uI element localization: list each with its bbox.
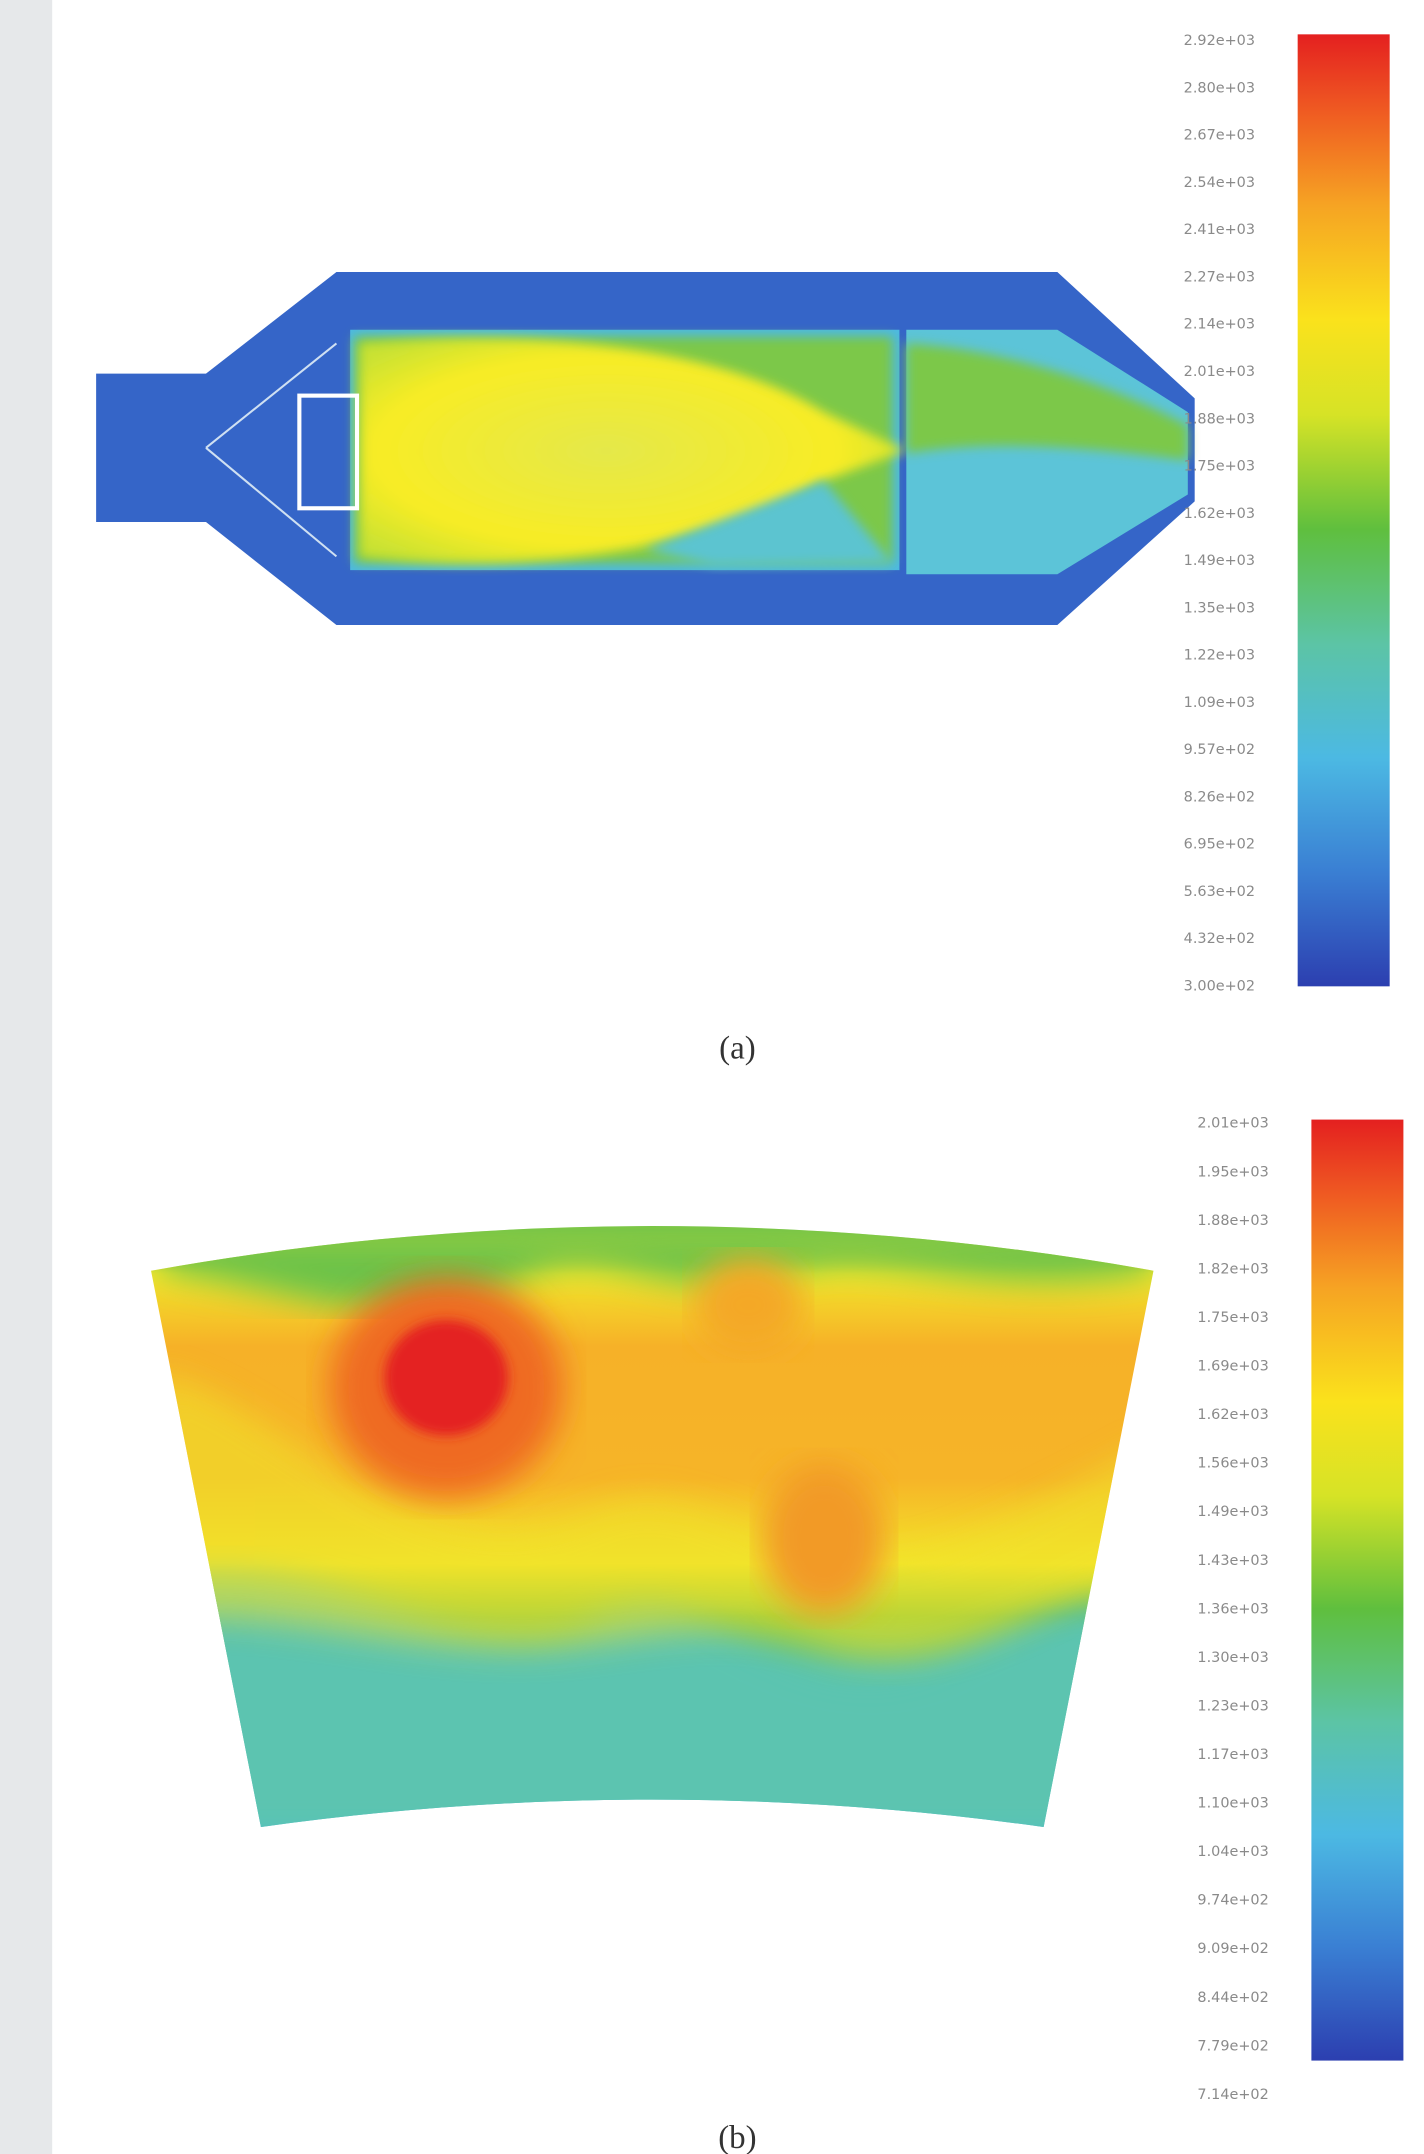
colorbar-label: 1.30e+03: [1197, 1650, 1268, 1666]
colorbar-label: 1.49e+03: [1184, 553, 1255, 569]
colorbar-label: 1.17e+03: [1197, 1747, 1268, 1763]
colorbar-label: 7.79e+02: [1197, 2038, 1268, 2054]
colorbar-label: 1.10e+03: [1197, 1796, 1268, 1812]
colorbar-label: 5.63e+02: [1184, 884, 1255, 900]
colorbar-label: 3.00e+02: [1184, 978, 1255, 994]
caption: (a): [719, 1030, 756, 1066]
colorbar-label: 9.74e+02: [1197, 1893, 1268, 1909]
colorbar-label: 9.57e+02: [1184, 742, 1255, 758]
colorbar-label: 1.82e+03: [1197, 1261, 1268, 1277]
colorbar-label: 1.56e+03: [1197, 1456, 1268, 1472]
colorbar-label: 1.09e+03: [1184, 695, 1255, 711]
colorbar-label: 9.09e+02: [1197, 1941, 1268, 1957]
colorbar-label: 1.23e+03: [1197, 1698, 1268, 1714]
colorbar-label: 1.75e+03: [1184, 459, 1255, 475]
colorbar-label: 1.04e+03: [1197, 1844, 1268, 1860]
colorbar-label: 2.01e+03: [1184, 364, 1255, 380]
colorbar-label: 8.44e+02: [1197, 1990, 1268, 2006]
colorbar-label: 8.26e+02: [1184, 789, 1255, 805]
colorbar-label: 1.95e+03: [1197, 1164, 1268, 1180]
colorbar-label: 2.01e+03: [1197, 1116, 1268, 1132]
colorbar-label: 1.22e+03: [1184, 648, 1255, 664]
colorbar-label: 1.35e+03: [1184, 600, 1255, 616]
colorbar-label: 1.88e+03: [1184, 411, 1255, 427]
colorbar-label: 1.43e+03: [1197, 1553, 1268, 1569]
side-strip: [0, 0, 53, 2154]
colorbar-label: 2.27e+03: [1184, 269, 1255, 285]
colorbar-label: 1.69e+03: [1197, 1359, 1268, 1375]
colorbar-b: [1311, 1119, 1404, 2061]
colorbar-label: 2.14e+03: [1184, 317, 1255, 333]
colorbar-label: 1.62e+03: [1197, 1407, 1268, 1423]
colorbar-label: 2.54e+03: [1184, 175, 1255, 191]
panel-a-plot: [96, 271, 1195, 626]
colorbar-label: 6.95e+02: [1184, 837, 1255, 853]
colorbar-label: 2.67e+03: [1184, 128, 1255, 144]
colorbar-a: [1297, 34, 1390, 987]
colorbar-label: 1.62e+03: [1184, 506, 1255, 522]
colorbar-label: 7.14e+02: [1197, 2087, 1268, 2103]
colorbar-label: 2.92e+03: [1184, 33, 1255, 49]
colorbar-label: 2.80e+03: [1184, 80, 1255, 96]
colorbar-label: 4.32e+02: [1184, 931, 1255, 947]
colorbar-label: 1.49e+03: [1197, 1504, 1268, 1520]
panel-b-plot: [151, 1226, 1154, 1828]
colorbar-label: 1.36e+03: [1197, 1601, 1268, 1617]
caption: (b): [718, 2120, 756, 2154]
colorbar-label: 1.75e+03: [1197, 1310, 1268, 1326]
colorbar-label: 1.88e+03: [1197, 1213, 1268, 1229]
colorbar-label: 2.41e+03: [1184, 222, 1255, 238]
